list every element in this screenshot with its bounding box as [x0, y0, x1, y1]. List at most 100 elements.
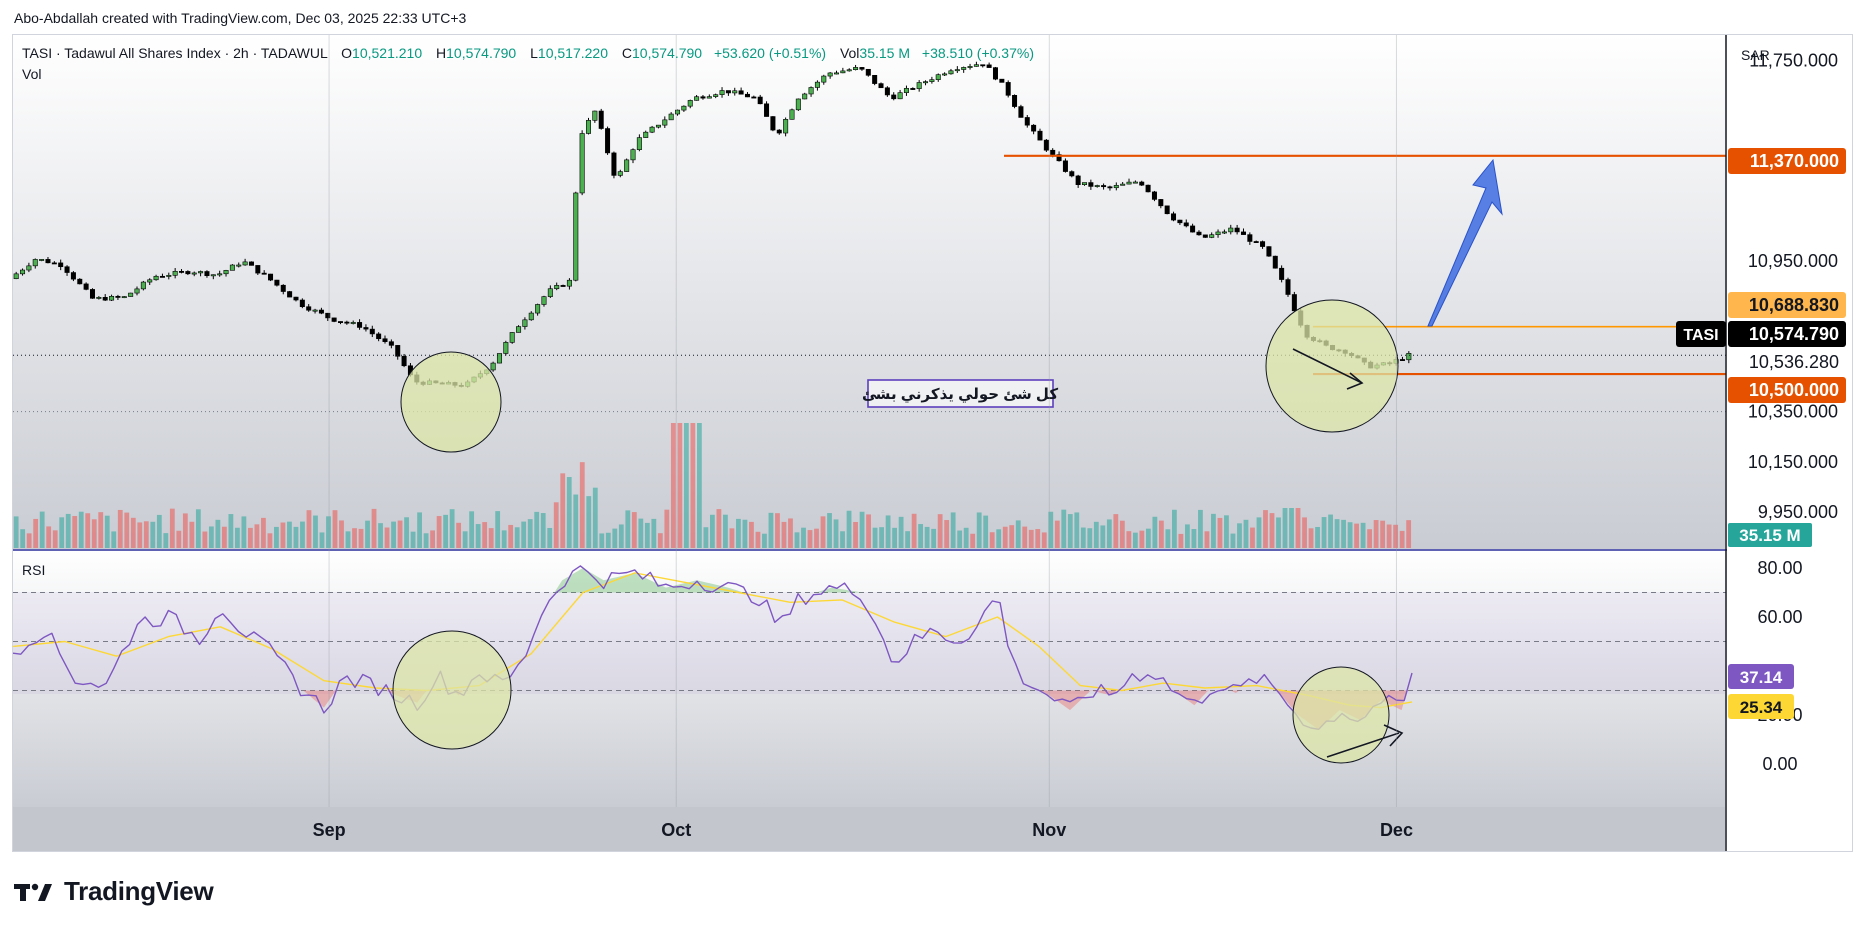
volume-bar-up — [1165, 529, 1171, 548]
volume-bar-up — [1230, 533, 1236, 548]
volume-bar-up — [540, 513, 546, 548]
volume-bar-up — [879, 527, 884, 548]
volume-bar-up — [241, 516, 247, 548]
volume-bar-down — [98, 512, 104, 548]
volume-bar-down — [124, 512, 130, 548]
candle-down — [299, 299, 305, 308]
volume-bar-up — [1087, 528, 1093, 548]
candle-down — [1101, 185, 1107, 188]
volume-bar-down — [1119, 520, 1125, 548]
candle-up — [827, 72, 833, 77]
volume-bar-up — [651, 518, 657, 548]
volume-bar-up — [1282, 508, 1288, 548]
volume-bar-up — [768, 512, 774, 548]
candle-down — [1088, 182, 1094, 187]
rsi-value-tag-bg — [1728, 664, 1794, 689]
candle-down — [274, 279, 280, 286]
candle-down — [1285, 279, 1291, 295]
volume-bar-up — [423, 533, 429, 548]
price-tick-label: 10,150.000 — [1748, 452, 1838, 472]
candle-down — [357, 322, 363, 328]
volume-bar-down — [1302, 517, 1307, 548]
candle-down — [89, 289, 95, 299]
symbol-legend[interactable]: TASI · Tadawul All Shares Index · 2h · T… — [22, 45, 1034, 61]
volume-bar-up — [1152, 516, 1158, 548]
rsi-pane-label[interactable]: RSI — [22, 562, 46, 578]
candle-down — [744, 93, 750, 98]
volume-bar-up — [1191, 529, 1197, 548]
symbol-tag: TASI — [1683, 327, 1718, 344]
candle-down — [1291, 294, 1297, 312]
volume-bar-down — [33, 518, 39, 548]
annotation-box[interactable] — [867, 379, 1054, 408]
volume-bar-up — [195, 509, 201, 548]
candle-down — [891, 94, 897, 100]
price-tick-label: 10,950.000 — [1748, 251, 1838, 271]
candle-down — [1043, 139, 1049, 151]
volume-bar-up — [625, 510, 631, 548]
candle-down — [598, 110, 604, 129]
candle-down — [344, 321, 350, 324]
candle-up — [121, 296, 127, 299]
level-tag-11370: 11,370.000 — [1750, 151, 1839, 171]
candle-down — [318, 309, 324, 314]
legend-close: 10,574.790 — [632, 45, 703, 61]
volume-bar-up — [1100, 525, 1106, 548]
volume-bar-up — [1315, 526, 1320, 548]
volume-bar-up — [287, 521, 292, 548]
volume-bar-down — [866, 514, 871, 548]
candle-up — [655, 124, 661, 128]
candle-down — [872, 74, 878, 84]
candle-down — [700, 96, 706, 99]
level-tag-10500-bg — [1728, 377, 1846, 403]
volume-pane-label[interactable]: Vol — [22, 66, 42, 82]
volume-bar-up — [443, 514, 449, 548]
volume-bar-up — [566, 477, 572, 548]
rsi-tick-label: 0.00 — [1762, 754, 1797, 774]
volume-bar-down — [352, 528, 357, 548]
volume-bar-down — [384, 527, 390, 548]
rsi-pane — [12, 565, 1726, 730]
candle-down — [980, 64, 986, 67]
candle-up — [783, 119, 789, 134]
candle-up — [903, 88, 909, 93]
candle-down — [331, 317, 337, 322]
rsi-ma-tag-bg — [1728, 694, 1794, 719]
candle-down — [293, 296, 299, 301]
candle-down — [159, 275, 165, 278]
candle-up — [592, 110, 598, 121]
volume-bar-up — [976, 512, 982, 548]
candle-up — [1094, 185, 1100, 187]
volume-bar-up — [905, 531, 911, 548]
volume-bar-up — [840, 531, 845, 548]
candle-up — [1209, 234, 1215, 238]
volume-bar-down — [631, 512, 637, 548]
volume-bar-up — [78, 511, 84, 548]
legend-change: +53.620 (+0.51%) — [713, 45, 827, 61]
volume-bar-down — [1373, 520, 1379, 548]
candle-up — [942, 73, 948, 76]
candle-down — [1266, 246, 1272, 257]
candle-up — [617, 171, 623, 176]
candle-down — [1196, 231, 1202, 236]
candle-up — [732, 90, 738, 94]
volume-bar-up — [1360, 522, 1366, 548]
candle-up — [840, 70, 846, 74]
volume-bar-down — [1269, 513, 1275, 548]
candle-up — [694, 96, 700, 101]
volume-bar-down — [560, 473, 566, 548]
volume-bar-up — [228, 514, 234, 548]
candle-up — [929, 79, 935, 82]
candle-up — [1113, 185, 1119, 189]
candle-down — [1247, 234, 1253, 242]
volume-bar-down — [46, 526, 52, 548]
candle-up — [573, 192, 579, 281]
candle-up — [834, 72, 840, 75]
volume-bar-up — [1171, 509, 1177, 548]
time-tick-label: Dec — [1380, 820, 1413, 840]
volume-bar-down — [1250, 527, 1255, 548]
tradingview-footer[interactable]: TradingView — [14, 876, 214, 907]
volume-bar-up — [1224, 515, 1229, 548]
